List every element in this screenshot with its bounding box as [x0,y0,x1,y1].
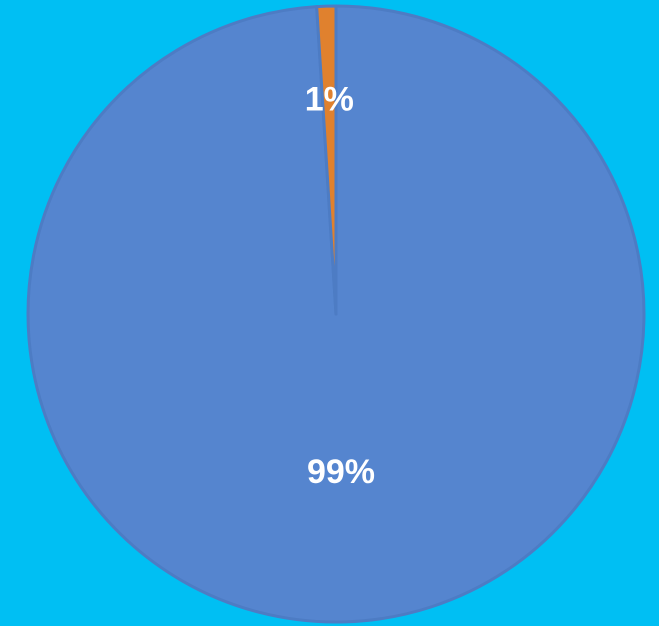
pie-slice [315,4,338,316]
data-label: 99% [307,453,375,491]
data-label: 1% [305,81,354,119]
